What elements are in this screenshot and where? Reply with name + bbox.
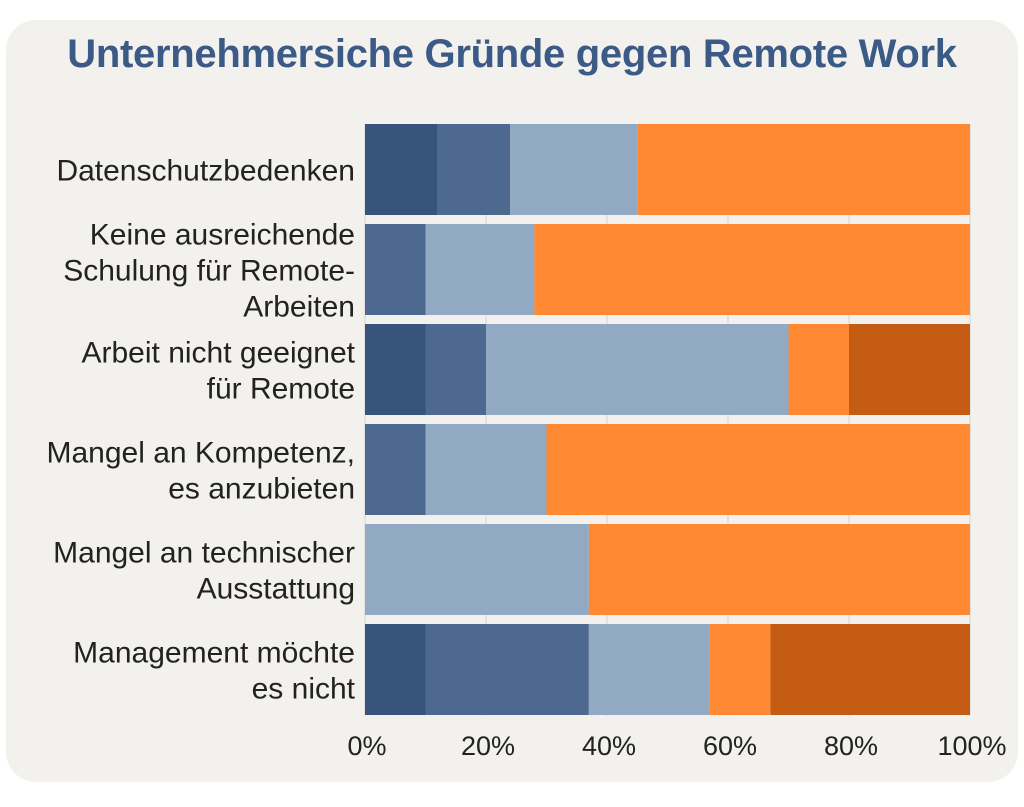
bar-segment bbox=[486, 324, 789, 415]
bar-segment bbox=[365, 324, 426, 415]
bar-segment bbox=[365, 124, 438, 215]
bar-segment bbox=[425, 624, 589, 715]
grid-lines bbox=[364, 124, 971, 716]
category-label: Mangel an Kompetenz, bbox=[46, 437, 355, 470]
bar-segment bbox=[365, 424, 426, 515]
bar-segment bbox=[365, 624, 426, 715]
category-label: es anzubieten bbox=[168, 473, 355, 506]
x-tick-label: 40% bbox=[582, 731, 636, 761]
bar-segment bbox=[709, 624, 771, 715]
bar-segment bbox=[510, 124, 638, 215]
x-tick-label: 20% bbox=[461, 731, 515, 761]
bar-segment bbox=[425, 224, 535, 315]
category-label: Datenschutzbedenken bbox=[56, 155, 355, 188]
bar-segment bbox=[588, 624, 710, 715]
bar-segment bbox=[365, 524, 589, 615]
bar-segment bbox=[770, 624, 970, 715]
bar-segment bbox=[637, 124, 970, 215]
category-labels: Datenschutzbedenken Keine ausreichendeSch… bbox=[46, 155, 355, 706]
category-label: Keine ausreichende bbox=[90, 219, 355, 252]
x-tick-label: 0% bbox=[347, 731, 386, 761]
category-label: Schulung für Remote- bbox=[63, 255, 355, 288]
bar-segment bbox=[437, 124, 511, 215]
category-label: Ausstattung bbox=[197, 573, 355, 606]
bar-segment bbox=[546, 424, 970, 515]
category-label: Mangel an technischer bbox=[53, 537, 355, 570]
bar-segment bbox=[425, 324, 486, 415]
chart-title: Unternehmersiche Gründe gegen Remote Wor… bbox=[67, 32, 957, 76]
bar-segment bbox=[365, 224, 426, 315]
category-label: Management möchte bbox=[73, 637, 355, 670]
bar-segment bbox=[588, 524, 970, 615]
x-tick-label: 60% bbox=[703, 731, 757, 761]
category-label: Arbeit nicht geeignet bbox=[81, 337, 355, 370]
bar-segment bbox=[788, 324, 849, 415]
category-label: für Remote bbox=[207, 373, 355, 406]
x-tick-label: 80% bbox=[824, 731, 878, 761]
x-tick-label: 100% bbox=[937, 731, 1006, 761]
bar-segment bbox=[849, 324, 970, 415]
category-label: es nicht bbox=[252, 673, 356, 706]
category-label: Arbeiten bbox=[243, 291, 355, 324]
x-tick-labels: 0% 20% 40% 60% 80% 100% bbox=[347, 731, 1006, 761]
bar-segment bbox=[425, 424, 547, 515]
bars bbox=[365, 124, 970, 715]
bar-segment bbox=[534, 224, 970, 315]
